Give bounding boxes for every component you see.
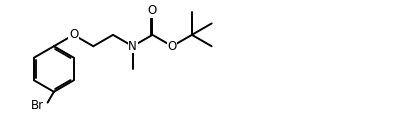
Text: O: O <box>69 28 78 41</box>
Text: O: O <box>168 40 177 53</box>
Text: Br: Br <box>31 99 44 112</box>
Text: N: N <box>128 40 137 53</box>
Text: O: O <box>148 4 157 17</box>
